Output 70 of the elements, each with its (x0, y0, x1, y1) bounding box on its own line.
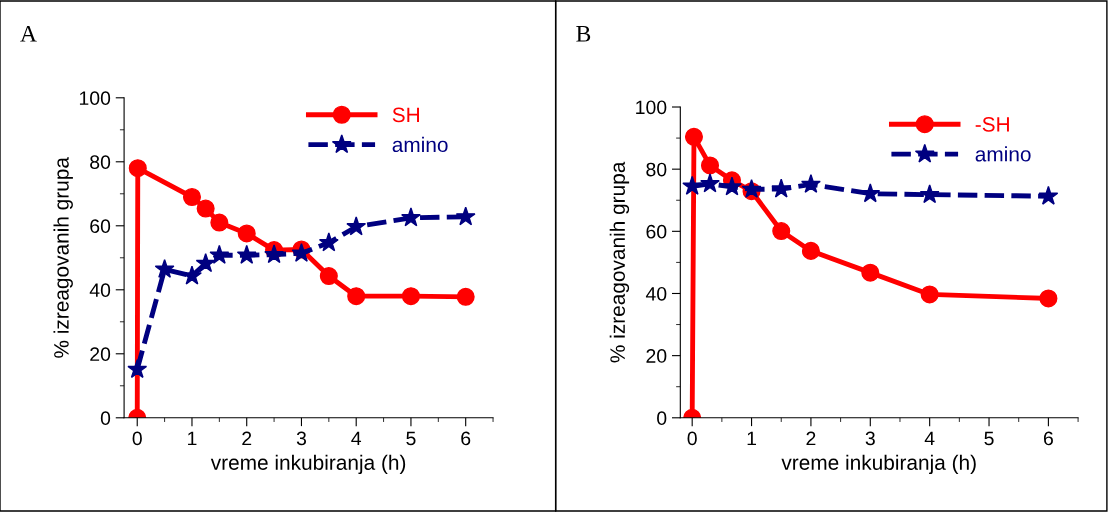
x-tick-label: 4 (351, 431, 362, 446)
point (154, 258, 175, 278)
point (455, 206, 476, 226)
y-tick-label: 100 (79, 91, 111, 106)
point (700, 173, 720, 193)
x-tick-label: 5 (406, 431, 416, 446)
point (772, 221, 791, 241)
y-tick-label: 0 (100, 411, 111, 426)
point (771, 178, 792, 198)
x-tick-label: 6 (461, 431, 471, 446)
point (919, 184, 940, 204)
point (210, 213, 229, 232)
point (209, 244, 230, 264)
legend-label: amino (392, 136, 448, 153)
x-tick-label: 3 (296, 431, 307, 446)
x-axis-title: vreme inkubiranja (h) (210, 454, 406, 475)
point (318, 232, 339, 252)
point (196, 199, 215, 218)
point (401, 287, 420, 306)
x-tick-label: 2 (242, 431, 252, 446)
point (236, 244, 257, 264)
point (1039, 289, 1058, 308)
y-axis-title: % izreagovanih grupa (609, 161, 630, 363)
point (456, 287, 475, 306)
point (401, 207, 421, 227)
x-tick-label: 0 (132, 431, 142, 446)
point (800, 173, 821, 193)
point (182, 187, 202, 207)
y-tick-label: 20 (90, 347, 111, 362)
point (319, 267, 338, 286)
point (127, 359, 148, 379)
y-tick-label: 60 (90, 219, 111, 234)
point (920, 285, 939, 304)
point (682, 175, 703, 195)
chart-title: B (576, 26, 591, 42)
x-tick-label: 3 (865, 431, 875, 446)
y-tick-label: 0 (657, 411, 667, 426)
point (700, 156, 720, 175)
x-tick-label: 1 (188, 431, 197, 446)
y-tick-label: 80 (646, 162, 667, 177)
y-tick-label: 80 (90, 155, 111, 170)
point (182, 265, 202, 285)
point (346, 216, 367, 236)
point (195, 253, 216, 273)
y-tick-label: 60 (646, 224, 667, 239)
point (347, 287, 366, 306)
y-axis-title: % izreagovanih grupa (53, 157, 73, 358)
legend-label: SH (392, 107, 419, 123)
point (128, 159, 147, 178)
x-tick-label: 0 (687, 431, 697, 446)
y-tick-label: 40 (89, 283, 111, 298)
x-tick-label: 1 (747, 431, 757, 446)
legend-label: amino (975, 146, 1031, 162)
chart-title: A (20, 25, 37, 42)
point (684, 127, 703, 146)
point (1038, 185, 1059, 205)
point (237, 224, 256, 243)
x-tick-label: 2 (806, 431, 816, 446)
y-tick-label: 20 (646, 349, 667, 363)
legend-label: -SH (975, 116, 1009, 132)
x-tick-label: 6 (1043, 431, 1053, 446)
x-tick-label: 4 (924, 431, 935, 446)
y-tick-label: 100 (636, 100, 667, 115)
point (722, 176, 742, 196)
y-tick-label: 40 (645, 286, 667, 301)
x-axis-title: vreme inkubiranja (h) (781, 454, 976, 475)
point (860, 183, 881, 203)
point (801, 241, 820, 260)
x-tick-label: 5 (984, 431, 994, 446)
point (861, 263, 880, 282)
